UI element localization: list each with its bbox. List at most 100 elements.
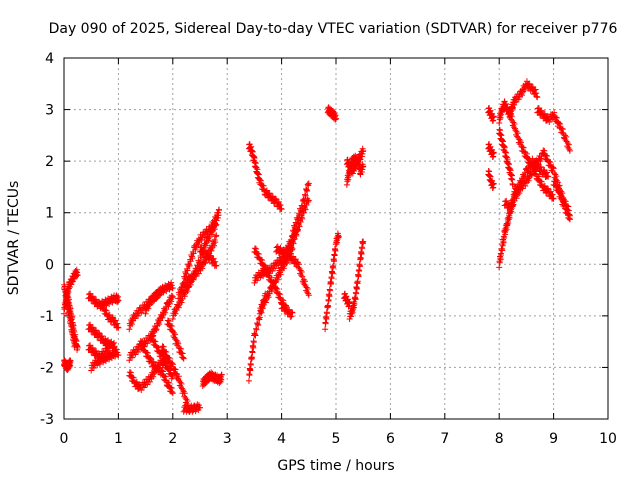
data-point — [328, 280, 335, 287]
data-point — [202, 242, 209, 249]
data-point — [154, 361, 161, 368]
data-point — [290, 228, 297, 235]
data-point — [290, 240, 297, 247]
data-point — [214, 214, 221, 221]
data-point — [533, 90, 540, 97]
data-point — [92, 348, 99, 355]
data-point — [193, 273, 200, 280]
data-point — [298, 269, 305, 276]
data-point — [253, 326, 260, 333]
y-tick-label: -2 — [40, 360, 54, 376]
data-point — [538, 155, 545, 162]
data-point — [296, 223, 303, 230]
data-point — [357, 255, 364, 262]
data-point — [511, 99, 518, 106]
data-point — [160, 355, 167, 362]
data-point — [132, 351, 139, 358]
data-point — [144, 340, 151, 347]
data-point — [303, 201, 310, 208]
data-point — [559, 129, 566, 136]
data-point — [152, 327, 159, 334]
data-point — [558, 125, 565, 132]
data-point — [278, 206, 285, 213]
data-point — [300, 197, 307, 204]
data-point — [74, 344, 81, 351]
data-point — [87, 321, 94, 328]
data-point — [246, 372, 253, 379]
data-point — [330, 262, 337, 269]
data-point — [207, 228, 214, 235]
data-point — [276, 202, 283, 209]
data-point — [274, 276, 281, 283]
data-point — [262, 188, 269, 195]
data-point — [178, 380, 185, 387]
data-point — [162, 348, 169, 355]
data-point — [518, 180, 525, 187]
data-point — [355, 273, 362, 280]
data-point — [525, 155, 532, 162]
data-point — [537, 164, 543, 171]
data-point — [322, 320, 329, 327]
data-point — [205, 237, 212, 244]
data-point — [163, 348, 170, 355]
data-point — [548, 116, 555, 123]
y-tick-label: 2 — [45, 154, 54, 170]
data-point — [141, 343, 148, 350]
data-point — [154, 344, 161, 351]
data-point — [183, 272, 190, 279]
data-point — [189, 276, 196, 283]
data-point — [213, 262, 220, 269]
data-point — [195, 241, 202, 248]
data-point — [540, 183, 547, 190]
data-point — [547, 159, 554, 166]
data-point — [162, 309, 169, 316]
y-tick-label: -1 — [40, 309, 54, 325]
data-point — [271, 282, 278, 289]
data-point — [211, 259, 218, 266]
data-point — [201, 260, 208, 267]
data-point — [93, 296, 100, 303]
data-point — [109, 314, 116, 321]
data-point — [200, 247, 207, 254]
data-point — [545, 185, 552, 192]
x-tick-label: 2 — [168, 431, 177, 447]
data-point — [327, 287, 334, 294]
data-point — [257, 177, 264, 184]
data-point — [251, 279, 258, 286]
data-point — [167, 322, 174, 329]
data-point — [281, 304, 288, 311]
data-point — [160, 368, 167, 375]
data-point — [169, 361, 176, 368]
data-point — [519, 144, 526, 151]
data-point — [181, 390, 188, 397]
data-point — [88, 367, 95, 374]
data-point — [250, 339, 257, 346]
data-point — [210, 223, 217, 230]
data-point — [542, 152, 549, 159]
data-point — [252, 332, 259, 339]
data-point — [96, 330, 103, 337]
data-point — [551, 178, 558, 185]
data-point — [208, 247, 215, 254]
data-point — [513, 98, 520, 105]
data-point — [544, 173, 551, 180]
data-point — [168, 375, 175, 382]
data-point — [356, 267, 363, 274]
data-point — [256, 310, 263, 317]
data-point — [541, 110, 548, 117]
data-point — [255, 322, 262, 329]
data-point — [292, 256, 299, 263]
data-point — [150, 358, 157, 365]
data-point — [290, 253, 297, 260]
data-point — [508, 110, 515, 117]
data-point — [207, 253, 214, 260]
data-point — [89, 344, 96, 351]
data-point — [514, 130, 521, 137]
data-point — [505, 220, 512, 227]
data-point — [541, 166, 548, 173]
data-point — [111, 318, 118, 325]
data-point — [298, 208, 305, 215]
data-point — [275, 290, 282, 297]
data-point — [106, 342, 113, 349]
data-point — [532, 86, 539, 93]
